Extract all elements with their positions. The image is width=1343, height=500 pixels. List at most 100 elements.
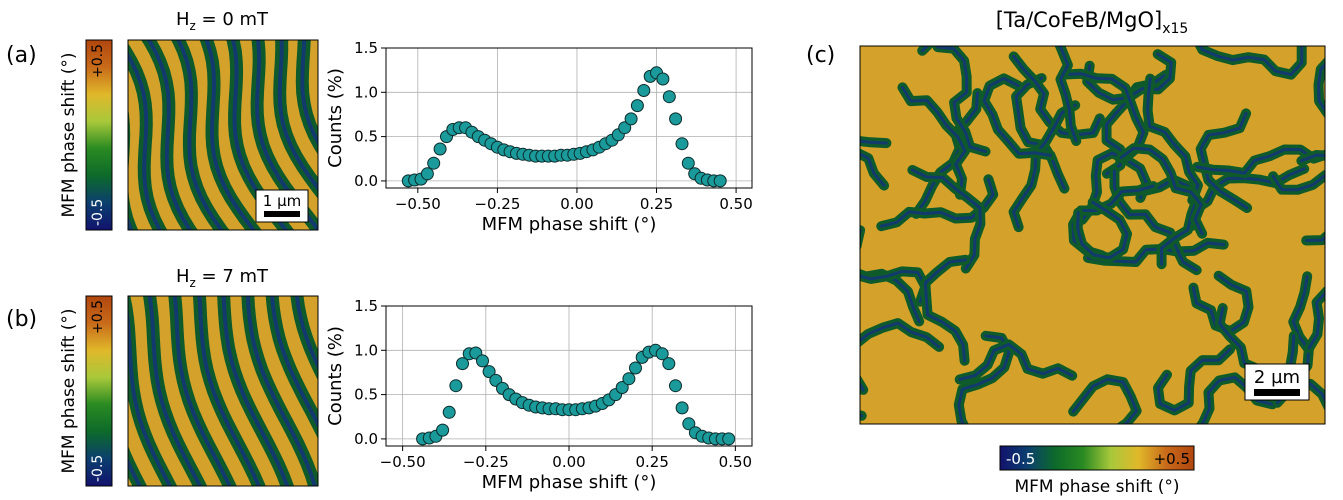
labyrinth-domain-core (1076, 200, 1129, 260)
data-point (456, 357, 469, 371)
labyrinth-domain (917, 46, 935, 56)
labyrinth-domain-core (923, 258, 967, 363)
title-a: Hz = 0 mT (176, 9, 269, 33)
x-tick-label: 0.25 (635, 453, 668, 471)
histogram-plot-b: −0.50 −0.25 0.00 0.25 0.50 0.0 0.5 1.0 1.5 MFM ph… (325, 297, 753, 493)
domain-stripe-core (221, 296, 290, 486)
labyrinth-domain-core (1271, 173, 1325, 192)
domain-stripe-core (128, 51, 163, 230)
colorbar-label-c: MFM phase shift (°) (1014, 477, 1179, 497)
domain-stripe-core (270, 296, 318, 429)
domain-stripe-core (147, 296, 203, 486)
data-point (637, 84, 651, 97)
data-point (682, 417, 696, 431)
colorbar-label-b: MFM phase shift (°) (59, 308, 79, 473)
domain-stripe-core (277, 40, 318, 192)
labyrinth-domain-core (860, 152, 886, 187)
labyrinth-domain-core (1142, 178, 1199, 266)
domain-stripe-core (146, 40, 193, 230)
labyrinth-domain-core (982, 76, 1053, 157)
panel-label-b: (b) (6, 307, 37, 332)
domain-stripe-core (300, 40, 318, 147)
labyrinth-domain-core (1085, 52, 1173, 102)
labyrinth-domain-core (958, 342, 1074, 381)
data-point (629, 361, 642, 375)
labyrinth-domain-core (1199, 111, 1249, 210)
labyrinth-domain-core (1119, 146, 1204, 236)
y-tick-label: 1.5 (354, 39, 378, 57)
data-point (427, 156, 441, 170)
mfm-image-a (128, 40, 318, 230)
data-point (482, 365, 496, 379)
data-point (713, 174, 727, 188)
labyrinth-domain-core (936, 46, 987, 153)
data-point (656, 72, 670, 86)
data-point (436, 423, 450, 437)
labyrinth-domain-core (1299, 62, 1325, 163)
y-tick-label: 1.0 (354, 341, 378, 359)
labyrinth-domain-core (920, 46, 930, 53)
panel-label-c: (c) (806, 43, 835, 68)
data-point (442, 405, 456, 419)
panel-c: (c) [Ta/CoFeB/MgO]x15 2 µm -0.5 +0.5 MFM… (806, 8, 1326, 497)
colorbar-b (85, 295, 113, 487)
labyrinth-domain-core (860, 321, 941, 392)
data-point (675, 401, 689, 415)
histogram-plot-a: −0.50 −0.25 0.00 0.25 0.50 0.0 0.5 1.0 1.5 MFM ph… (325, 39, 753, 235)
colorbar-a (85, 39, 113, 231)
labyrinth-domain-core (901, 85, 967, 197)
labyrinth-domain-core (860, 228, 927, 304)
colorbar-c (999, 445, 1195, 471)
data-point (433, 142, 447, 156)
colorbar-max-c: +0.5 (1154, 450, 1190, 468)
y-tick-label: 0.0 (354, 172, 378, 190)
panel-a: (a) Hz = 0 mT +0.5 -0.5 MFM phase shift … (6, 9, 753, 235)
y-tick-label: 1.5 (354, 297, 378, 315)
data-point (681, 156, 695, 170)
domain-stripe-core (176, 40, 224, 230)
scalebar-label-a: 1 µm (263, 192, 301, 210)
data-point (624, 112, 638, 126)
data-point (662, 357, 676, 371)
data-point (675, 137, 689, 151)
colorbar-min-c: -0.5 (1006, 450, 1035, 468)
data-point (420, 167, 434, 181)
labyrinth-domain-core (910, 168, 982, 270)
x-tick-label: −0.25 (474, 195, 520, 213)
scalebar-a (264, 211, 300, 217)
data-point (615, 381, 629, 394)
panel-label-a: (a) (6, 43, 37, 68)
labyrinth-domain-core (1156, 347, 1232, 412)
data-point (449, 379, 463, 393)
labyrinth-domain-core (879, 177, 995, 228)
data-point (669, 379, 682, 393)
mfm-image-a-frame (127, 39, 319, 231)
x-tick-label: 0.25 (640, 195, 673, 213)
data-point (662, 90, 676, 104)
labyrinth-domain-core (1146, 77, 1200, 202)
data-point (618, 121, 632, 135)
title-b: Hz = 7 mT (176, 266, 269, 290)
x-tick-label: −0.50 (380, 453, 426, 471)
data-point (622, 372, 636, 386)
x-tick-label: 0.50 (719, 195, 752, 213)
panel-b: (b) Hz = 7 mT +0.5 -0.5 MFM phase shift … (6, 266, 753, 493)
y-tick-label: 0.5 (354, 128, 378, 146)
data-point (630, 99, 644, 113)
colorbar-min-a: -0.5 (90, 199, 106, 226)
data-point (722, 432, 736, 446)
scalebar-c (1254, 389, 1300, 396)
mfm-image-b-frame (127, 295, 319, 487)
y-axis-label: Counts (%) (325, 326, 346, 426)
labyrinth-domain-core (860, 139, 888, 145)
x-tick-label: 0.00 (560, 195, 593, 213)
domain-stripe-core (245, 296, 317, 486)
labyrinth-domain-core (1012, 103, 1077, 229)
labyrinth-domain-core (1012, 54, 1102, 137)
labyrinth-domain-core (1014, 76, 1066, 191)
data-point (476, 354, 489, 368)
domain-stripe-core (294, 296, 318, 371)
plot-frame (385, 47, 753, 189)
domain-stripe-core (128, 307, 173, 486)
